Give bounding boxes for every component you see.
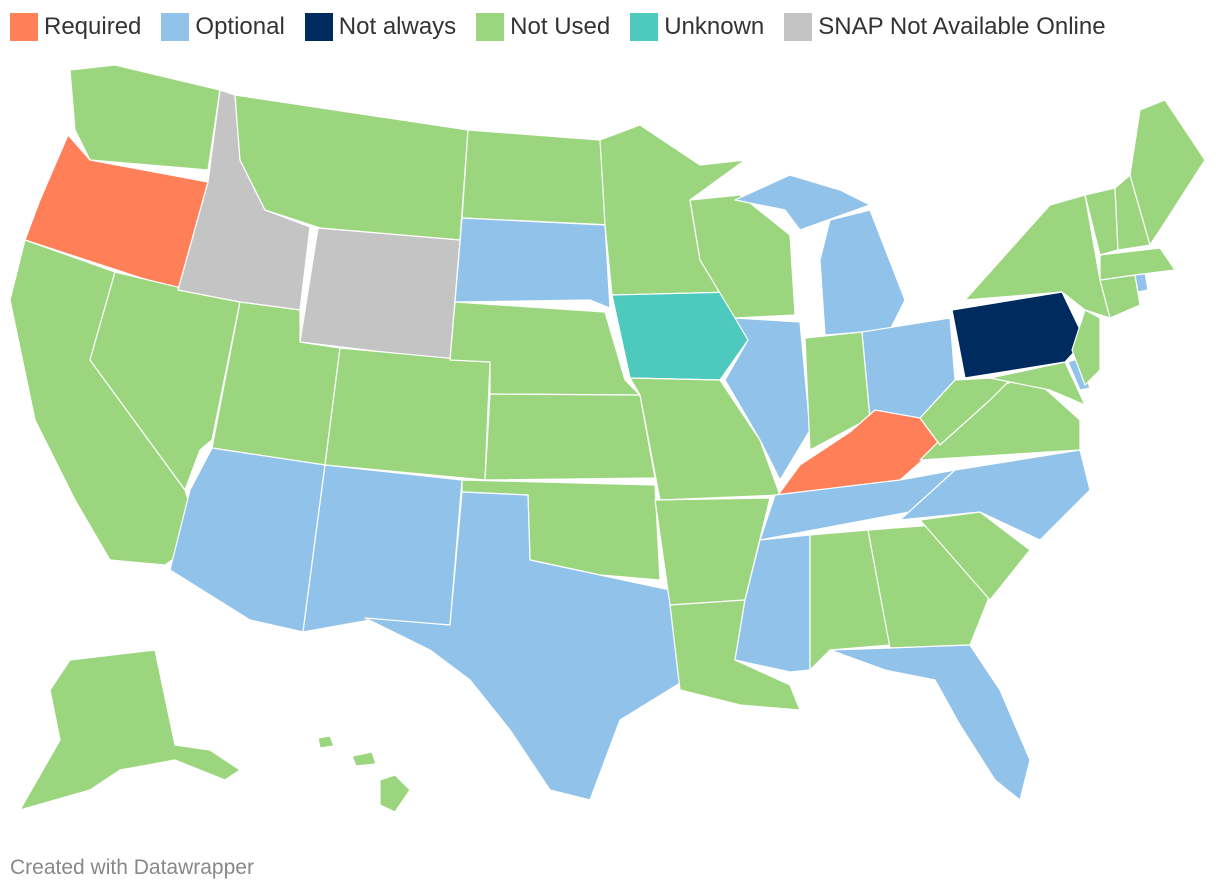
legend-label-unknown: Unknown	[664, 13, 765, 40]
state-south-carolina[interactable]	[919, 511, 1031, 601]
legend-item-not-always: Not always	[304, 13, 457, 41]
state-new-mexico[interactable]	[302, 464, 463, 633]
state-alabama[interactable]	[809, 529, 891, 671]
legend-label-not-always: Not always	[338, 13, 457, 40]
legend-item-required: Required	[10, 13, 141, 41]
state-maryland[interactable]	[989, 361, 1086, 406]
legend-label-not-online: SNAP Not Available Online	[818, 13, 1106, 40]
legend-swatch-unknown	[630, 13, 659, 41]
state-arizona[interactable]	[169, 447, 326, 633]
legend-swatch-optional	[161, 13, 190, 41]
legend: Required Optional Not always Not Used Un…	[10, 10, 1210, 44]
legend-label-required: Required	[44, 13, 142, 40]
state-iowa[interactable]	[611, 291, 749, 381]
state-massachusetts[interactable]	[1099, 247, 1176, 281]
state-north-dakota[interactable]	[461, 129, 613, 226]
legend-swatch-not-always	[304, 13, 333, 41]
state-wyoming[interactable]	[299, 227, 461, 361]
us-choropleth-map	[0, 50, 1220, 840]
state-new-jersey[interactable]	[1071, 309, 1101, 386]
state-kansas[interactable]	[484, 393, 656, 481]
state-hawaii-oahu[interactable]	[317, 735, 335, 749]
legend-label-optional: Optional	[195, 13, 285, 40]
state-alaska[interactable]	[19, 649, 241, 811]
state-illinois[interactable]	[724, 317, 811, 481]
legend-item-not-used: Not Used	[476, 13, 610, 41]
datawrapper-credit: Created with Datawrapper	[10, 856, 254, 879]
states-layer	[9, 64, 1206, 813]
state-north-carolina[interactable]	[899, 449, 1091, 541]
legend-swatch-not-online	[784, 13, 813, 41]
state-michigan[interactable]	[819, 209, 906, 336]
state-georgia[interactable]	[867, 524, 991, 649]
legend-swatch-not-used	[476, 13, 505, 41]
state-michigan-upper-peninsula[interactable]	[734, 174, 871, 231]
legend-swatch-required	[10, 13, 38, 41]
state-south-dakota[interactable]	[454, 217, 611, 309]
state-maine[interactable]	[1129, 99, 1206, 246]
state-washington[interactable]	[69, 64, 221, 171]
legend-label-not-used: Not Used	[510, 13, 611, 40]
state-texas[interactable]	[364, 491, 686, 801]
legend-item-optional: Optional	[161, 13, 285, 41]
state-florida[interactable]	[829, 644, 1031, 801]
legend-item-unknown: Unknown	[630, 13, 764, 41]
state-colorado[interactable]	[324, 347, 491, 481]
state-hawaii[interactable]	[379, 774, 411, 813]
legend-item-not-online: SNAP Not Available Online	[784, 13, 1106, 41]
state-hawaii-maui[interactable]	[351, 751, 377, 767]
state-wisconsin[interactable]	[689, 194, 796, 319]
